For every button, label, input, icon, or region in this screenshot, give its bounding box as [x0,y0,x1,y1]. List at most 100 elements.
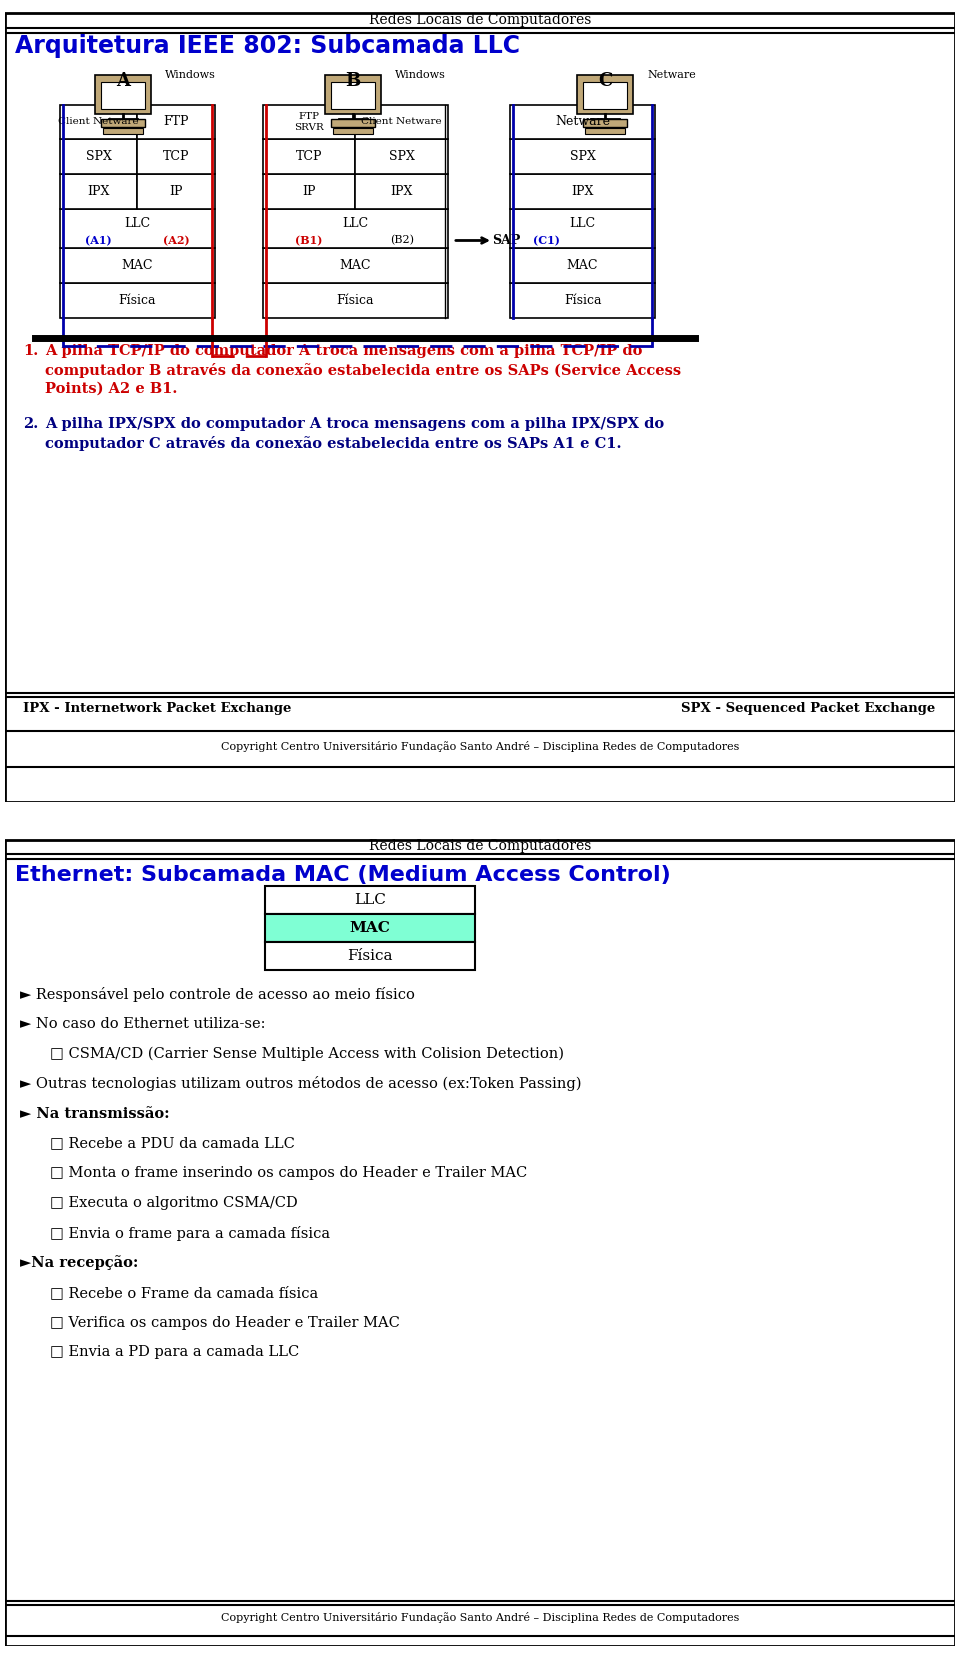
Bar [101,119,145,127]
Text: Client Netware: Client Netware [361,117,442,126]
Bar [331,81,375,109]
Text: IPX: IPX [571,185,593,198]
Text: LLC: LLC [343,217,369,230]
Text: LLC: LLC [354,893,386,906]
Text: □ Executa o algoritmo CSMA/CD: □ Executa o algoritmo CSMA/CD [50,1196,298,1211]
Text: SPX: SPX [85,151,111,164]
Text: LLC: LLC [569,217,595,230]
Bar [355,104,448,139]
Bar [60,283,215,318]
Bar [510,283,655,318]
Text: (C1): (C1) [533,235,560,246]
Text: Redes Locais de Computadores: Redes Locais de Computadores [369,13,591,26]
Bar [101,81,145,109]
Bar [510,208,655,248]
Bar [60,174,137,208]
Bar [265,941,475,969]
Bar [60,104,137,139]
Text: LLC: LLC [124,217,151,230]
Bar [263,248,448,283]
Bar [583,119,627,127]
Text: IP: IP [169,185,182,198]
Text: IP: IP [302,185,316,198]
Text: ►Na recepção:: ►Na recepção: [20,1255,138,1270]
Bar [265,913,475,941]
Bar [60,208,215,248]
Text: SPX: SPX [569,151,595,164]
Text: Física: Física [337,294,374,308]
Text: Netware: Netware [647,69,696,79]
Text: Física: Física [348,949,393,963]
Text: □ Envia o frame para a camada física: □ Envia o frame para a camada física [50,1226,330,1240]
Text: □ Monta o frame inserindo os campos do Header e Trailer MAC: □ Monta o frame inserindo os campos do H… [50,1166,527,1181]
Text: C: C [598,71,612,89]
Text: FTP: FTP [163,116,189,129]
Bar [510,139,655,174]
Text: (A2): (A2) [163,235,189,246]
Bar [60,139,137,174]
Text: Física: Física [119,294,156,308]
Text: IPX: IPX [87,185,109,198]
Text: Copyright Centro Universitário Fundação Santo André – Disciplina Redes de Comput: Copyright Centro Universitário Fundação … [221,741,739,753]
Text: □ CSMA/CD (Carrier Sense Multiple Access with Colision Detection): □ CSMA/CD (Carrier Sense Multiple Access… [50,1047,564,1062]
Text: □ Recebe o Frame da camada física: □ Recebe o Frame da camada física [50,1285,318,1300]
Text: SPX: SPX [389,151,415,164]
Bar [263,283,448,318]
Bar [324,74,381,114]
Text: (B2): (B2) [390,235,414,246]
Text: ► Outras tecnologias utilizam outros métodos de acesso (ex:Token Passing): ► Outras tecnologias utilizam outros mét… [20,1077,582,1092]
Bar [510,248,655,283]
Text: (B1): (B1) [296,235,323,246]
Text: Física: Física [564,294,601,308]
Text: A: A [116,71,130,89]
Bar [60,248,215,283]
Text: □ Verifica os campos do Header e Trailer MAC: □ Verifica os campos do Header e Trailer… [50,1315,399,1330]
Text: TCP: TCP [163,151,189,164]
Text: Copyright Centro Universitário Fundação Santo André – Disciplina Redes de Comput: Copyright Centro Universitário Fundação … [221,1613,739,1623]
Text: ► Responsável pelo controle de acesso ao meio físico: ► Responsável pelo controle de acesso ao… [20,987,415,1002]
Text: Windows: Windows [165,69,216,79]
Text: ► Na transmissão:: ► Na transmissão: [20,1107,169,1121]
Bar [263,104,355,139]
Text: FTP
SRVR: FTP SRVR [295,112,324,132]
Text: A pilha IPX/SPX do computador A troca mensagens com a pilha IPX/SPX do
computado: A pilha IPX/SPX do computador A troca me… [45,417,664,452]
Text: SPX - Sequenced Packet Exchange: SPX - Sequenced Packet Exchange [681,703,935,716]
Text: MAC: MAC [122,260,153,273]
Bar [95,74,151,114]
Text: ► No caso do Ethernet utiliza-se:: ► No caso do Ethernet utiliza-se: [20,1017,265,1030]
Text: IPX: IPX [391,185,413,198]
Text: 1.: 1. [23,344,38,357]
Text: IPX - Internetwork Packet Exchange: IPX - Internetwork Packet Exchange [23,703,291,716]
Bar [137,139,215,174]
Bar [577,74,633,114]
Bar [510,104,655,139]
Bar [355,174,448,208]
Text: Windows: Windows [395,69,445,79]
Text: Ethernet: Subcamada MAC (Medium Access Control): Ethernet: Subcamada MAC (Medium Access C… [14,865,670,885]
Text: Client Netware: Client Netware [59,117,139,126]
Bar [510,174,655,208]
Bar [355,139,448,174]
Bar [263,139,355,174]
Text: Arquitetura IEEE 802: Subcamada LLC: Arquitetura IEEE 802: Subcamada LLC [14,35,519,58]
Bar [137,174,215,208]
Bar [265,887,475,913]
Text: A pilha TCP/IP do computador A troca mensagens com a pilha TCP/IP do
computador : A pilha TCP/IP do computador A troca men… [45,344,681,395]
Bar [263,174,355,208]
Text: □ Recebe a PDU da camada LLC: □ Recebe a PDU da camada LLC [50,1136,295,1151]
Text: MAC: MAC [566,260,598,273]
Text: MAC: MAC [340,260,372,273]
Text: Redes Locais de Computadores: Redes Locais de Computadores [369,839,591,853]
Text: TCP: TCP [296,151,323,164]
Text: 2.: 2. [23,417,38,432]
Text: □ Envia a PD para a camada LLC: □ Envia a PD para a camada LLC [50,1345,300,1360]
Text: MAC: MAC [349,921,391,935]
Text: B: B [346,71,361,89]
Text: Netware: Netware [555,116,610,129]
Bar [333,129,372,134]
Text: (A1): (A1) [85,235,112,246]
Bar [583,81,627,109]
Text: SAP: SAP [492,233,520,246]
Bar [585,129,625,134]
Bar [331,119,375,127]
